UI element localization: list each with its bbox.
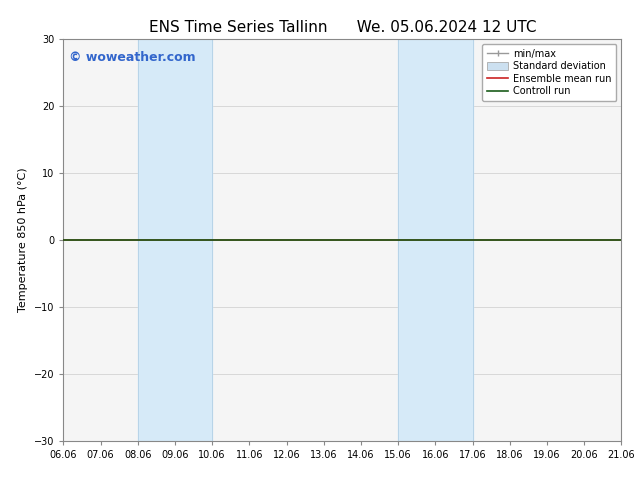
Bar — [138, 39, 212, 441]
Legend: min/max, Standard deviation, Ensemble mean run, Controll run: min/max, Standard deviation, Ensemble me… — [482, 44, 616, 101]
Title: ENS Time Series Tallinn      We. 05.06.2024 12 UTC: ENS Time Series Tallinn We. 05.06.2024 1… — [148, 20, 536, 35]
Y-axis label: Temperature 850 hPa (°C): Temperature 850 hPa (°C) — [18, 168, 29, 313]
Bar — [398, 39, 472, 441]
Text: © woweather.com: © woweather.com — [69, 51, 196, 64]
